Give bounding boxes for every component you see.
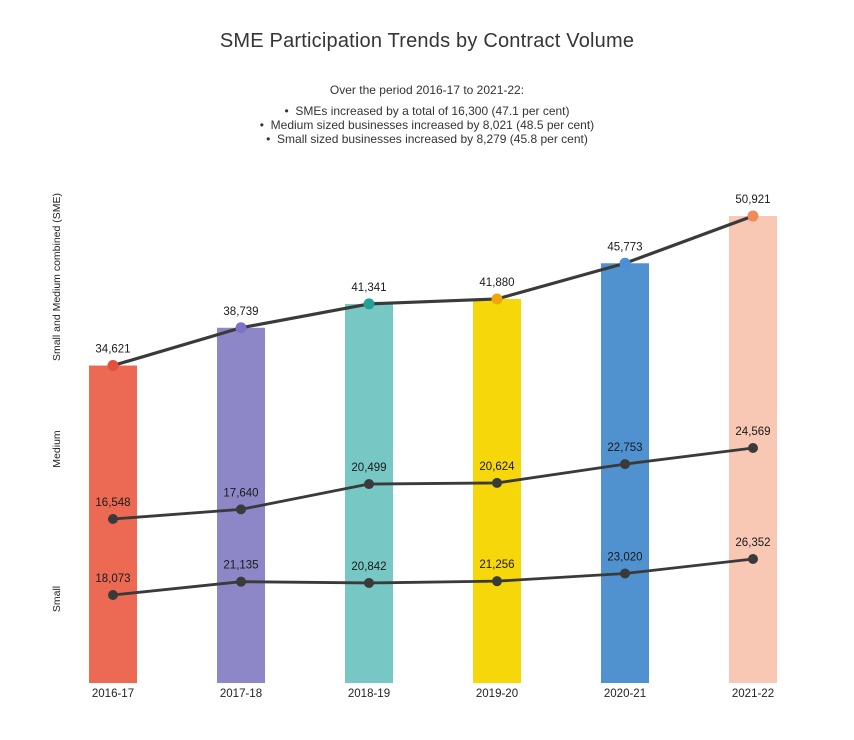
- small-point-2017-18: [236, 576, 246, 587]
- x-tick-label: 2018-19: [348, 688, 390, 700]
- bar-2019-20: [473, 298, 521, 683]
- data-label: 24,569: [735, 426, 770, 438]
- sme-point-2019-20: [491, 293, 503, 305]
- x-tick-label: 2019-20: [476, 688, 518, 700]
- small-point-2021-22: [748, 553, 758, 564]
- bullet-medium-total: Medium sized businesses increased by 8,0…: [0, 118, 854, 132]
- data-label: 16,548: [95, 497, 130, 509]
- sme-point-2016-17: [107, 360, 119, 372]
- medium-point-2020-21: [620, 459, 630, 470]
- medium-point-2018-19: [364, 479, 374, 490]
- data-label: 45,773: [607, 241, 642, 253]
- x-tick-label: 2021-22: [732, 688, 774, 700]
- medium-point-2016-17: [108, 514, 118, 525]
- data-label: 50,921: [735, 194, 770, 206]
- bullet-sme-total: SMEs increased by a total of 16,300 (47.…: [0, 104, 854, 118]
- medium-point-2017-18: [236, 504, 246, 515]
- chart-subtitle: Over the period 2016-17 to 2021-22:: [329, 83, 525, 97]
- data-label: 26,352: [735, 537, 770, 549]
- bar-2018-19: [345, 303, 393, 683]
- data-label: 18,073: [95, 573, 130, 585]
- data-label: 21,256: [479, 559, 514, 571]
- data-label: 41,341: [351, 282, 386, 294]
- small-point-2019-20: [492, 576, 502, 587]
- small-point-2020-21: [620, 568, 630, 579]
- sme-point-2018-19: [363, 298, 375, 310]
- chart-header: SME Participation Trends by Contract Vol…: [0, 30, 854, 146]
- bullet-list: SMEs increased by a total of 16,300 (47.…: [0, 104, 854, 146]
- sme-point-2020-21: [619, 257, 631, 269]
- data-label: 23,020: [607, 551, 642, 563]
- data-label: 21,135: [223, 560, 258, 572]
- sme-line: [111, 214, 755, 368]
- medium-line: [111, 446, 755, 521]
- y-axis-label: Small: [51, 586, 63, 612]
- x-tick-label: 2016-17: [92, 688, 134, 700]
- y-axis-label: Small and Medium combined (SME): [51, 193, 63, 361]
- chart-title: SME Participation Trends by Contract Vol…: [219, 30, 635, 52]
- x-tick-label: 2017-18: [220, 688, 262, 700]
- sme-point-2017-18: [235, 322, 247, 334]
- data-label: 20,499: [351, 462, 386, 474]
- small-line: [111, 557, 755, 597]
- bullet-small-total: Small sized businesses increased by 8,27…: [0, 132, 854, 146]
- data-label: 38,739: [223, 306, 258, 318]
- sme-point-2021-22: [747, 210, 759, 222]
- medium-point-2021-22: [748, 443, 758, 454]
- small-point-2018-19: [364, 577, 374, 588]
- data-label: 22,753: [607, 442, 642, 454]
- data-label: 34,621: [95, 344, 130, 356]
- x-tick-label: 2020-21: [604, 688, 646, 700]
- data-label: 41,880: [479, 277, 514, 289]
- data-label: 20,842: [351, 561, 386, 573]
- bar-2020-21: [601, 263, 649, 683]
- data-label: 20,624: [479, 461, 515, 473]
- data-label: 17,640: [223, 487, 258, 499]
- y-axis-label: Medium: [51, 430, 63, 468]
- small-point-2016-17: [108, 590, 118, 601]
- bar-2016-17: [89, 365, 137, 683]
- medium-point-2019-20: [492, 477, 502, 488]
